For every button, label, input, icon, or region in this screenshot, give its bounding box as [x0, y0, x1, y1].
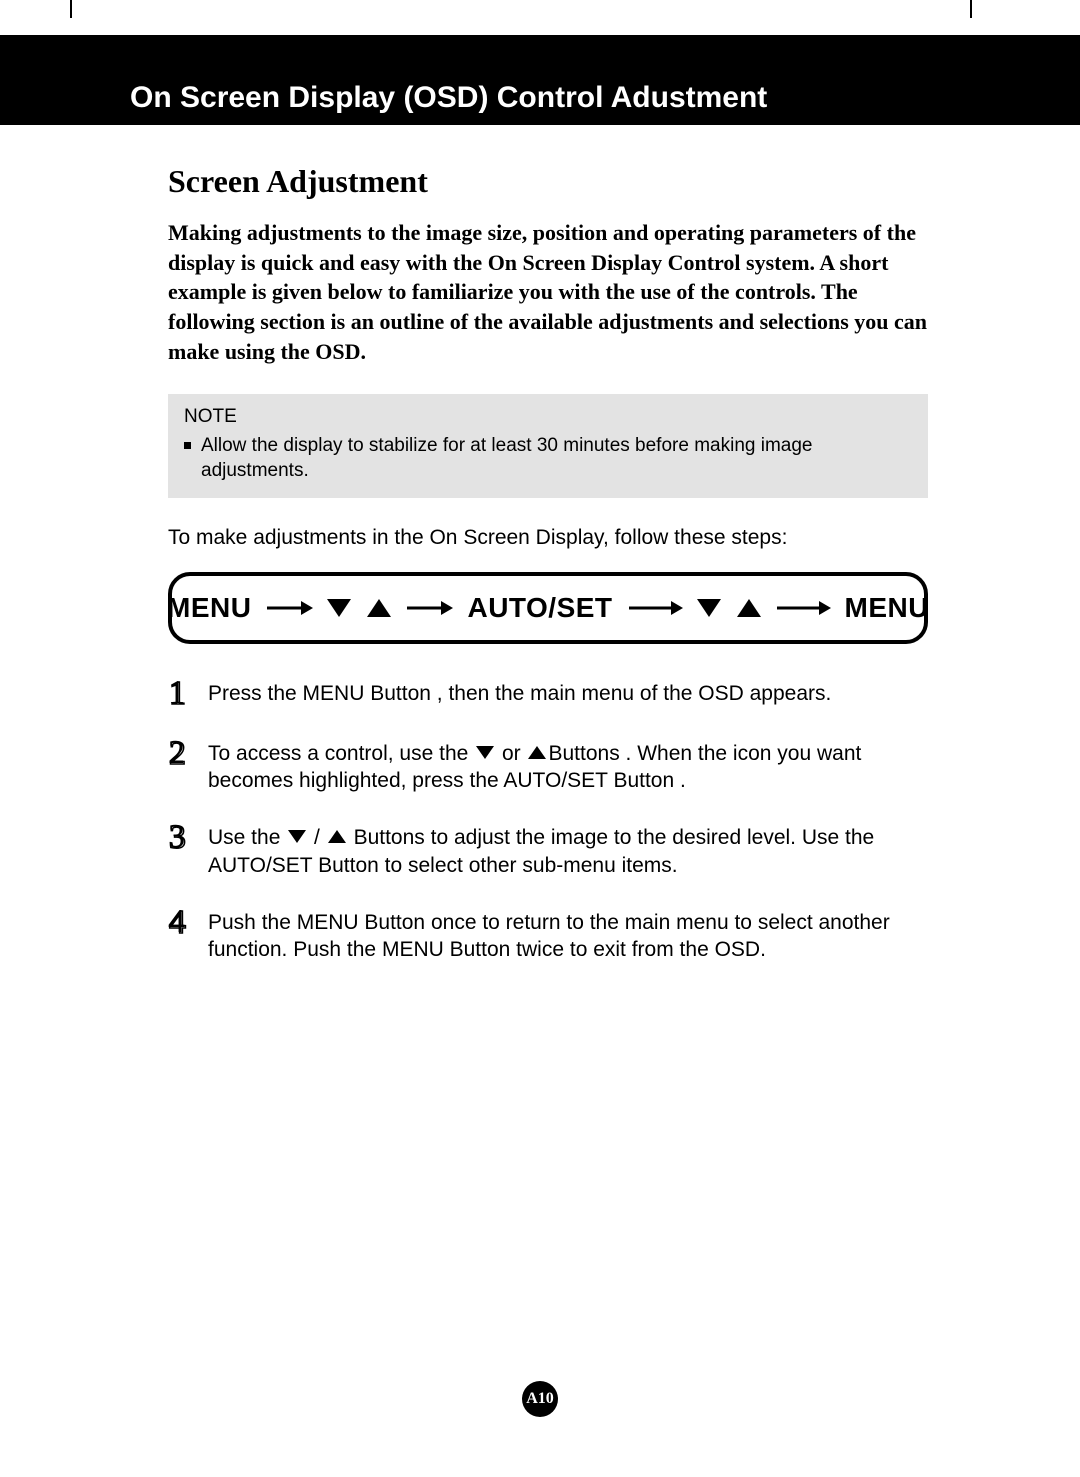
- header-band: On Screen Display (OSD) Control Adustmen…: [0, 35, 1080, 125]
- bullet-icon: [184, 442, 191, 449]
- note-box: NOTE Allow the display to stabilize for …: [168, 394, 928, 497]
- triangle-down-icon: [476, 746, 494, 759]
- triangle-down-icon: [697, 599, 721, 617]
- triangle-up-icon: [367, 599, 391, 617]
- note-text: Allow the display to stabilize for at le…: [201, 434, 912, 483]
- triangle-up-icon: [328, 830, 346, 843]
- step-number: 44: [168, 905, 208, 939]
- content-area: Screen Adjustment Making adjustments to …: [168, 155, 928, 994]
- arrow-right-icon: [265, 598, 313, 618]
- triangle-up-icon: [528, 746, 546, 759]
- step-item: 11Press the MENU Button , then the main …: [168, 680, 928, 710]
- step-text: To access a control, use the or Buttons …: [208, 740, 928, 795]
- arrow-right-icon: [627, 598, 683, 618]
- intro-paragraph: Making adjustments to the image size, po…: [168, 218, 928, 366]
- triangle-down-icon: [288, 830, 306, 843]
- step-text: Push the MENU Button once to return to t…: [208, 909, 928, 964]
- step-text: Use the / Buttons to adjust the image to…: [208, 824, 928, 879]
- triangle-down-icon: [327, 599, 351, 617]
- triangle-up-icon: [737, 599, 761, 617]
- page-footer: A10: [522, 1381, 558, 1417]
- manual-page: On Screen Display (OSD) Control Adustmen…: [0, 0, 1080, 1477]
- arrow-right-icon: [775, 598, 831, 618]
- note-label: NOTE: [184, 406, 912, 428]
- flow-diagram: MENU AUTO/SET MENU: [168, 572, 928, 644]
- lead-text: To make adjustments in the On Screen Dis…: [168, 526, 928, 550]
- flow-label-autoset: AUTO/SET: [467, 592, 612, 624]
- step-number: 22: [168, 736, 208, 770]
- step-item: 44Push the MENU Button once to return to…: [168, 909, 928, 964]
- page-number-badge: A10: [522, 1381, 558, 1417]
- flow-label-menu: MENU: [167, 592, 251, 624]
- step-number: 33: [168, 820, 208, 854]
- section-title: Screen Adjustment: [168, 163, 928, 200]
- arrow-right-icon: [405, 598, 453, 618]
- step-item: 33 Use the / Buttons to adjust the image…: [168, 824, 928, 879]
- crop-tick: [70, 0, 72, 18]
- header-title: On Screen Display (OSD) Control Adustmen…: [130, 81, 767, 115]
- crop-marks: [0, 0, 1080, 30]
- crop-tick: [970, 0, 972, 18]
- note-item: Allow the display to stabilize for at le…: [184, 434, 912, 483]
- steps-list: 11Press the MENU Button , then the main …: [168, 680, 928, 964]
- step-text: Press the MENU Button , then the main me…: [208, 680, 928, 707]
- step-item: 22To access a control, use the or Button…: [168, 740, 928, 795]
- step-number: 11: [168, 676, 208, 710]
- flow-label-menu-end: MENU: [845, 592, 929, 624]
